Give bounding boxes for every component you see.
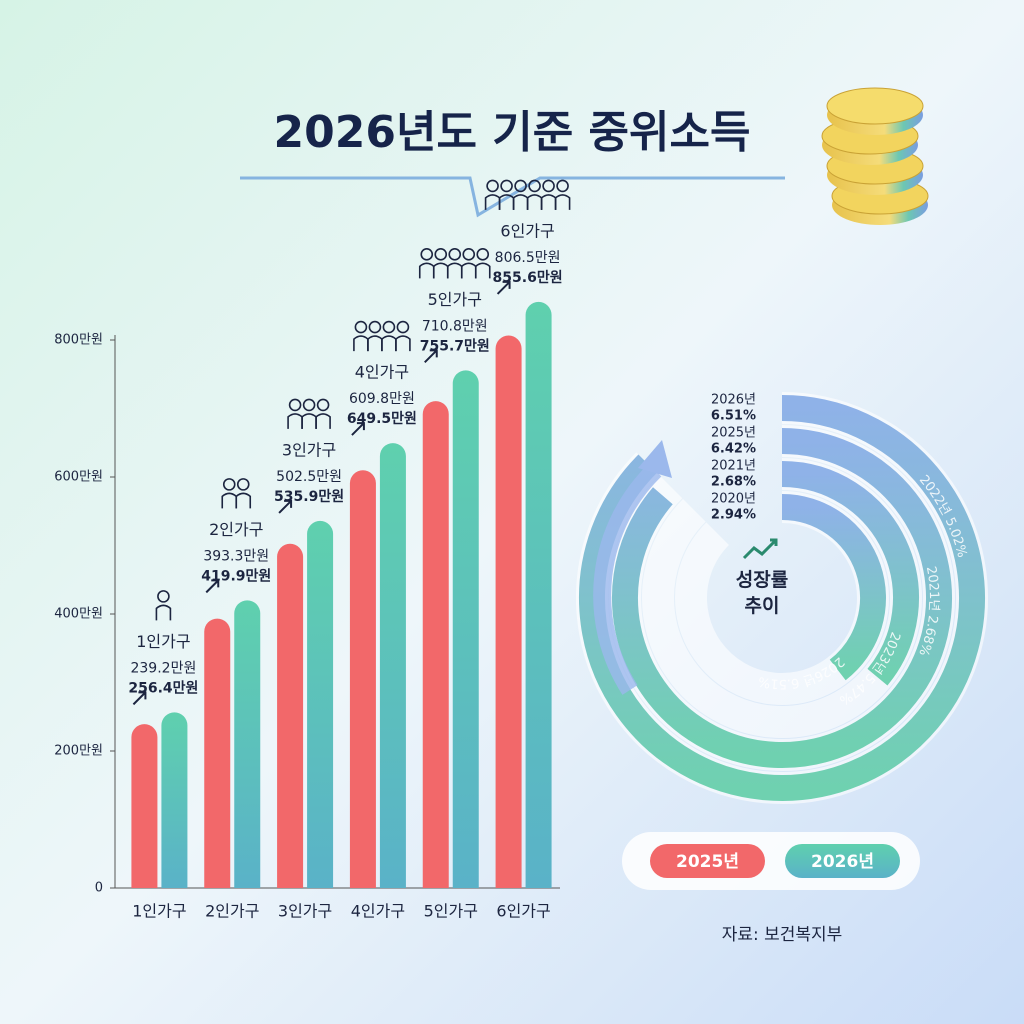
person-icon <box>395 335 411 352</box>
chart-title: 2026년도 기준 중위소득 <box>274 107 751 158</box>
trend-icon <box>742 538 778 560</box>
person-icon <box>222 478 236 491</box>
x-tick-label: 4인가구 <box>351 902 405 921</box>
coins <box>821 87 929 225</box>
person-icon <box>476 248 490 261</box>
person-icon <box>157 590 170 603</box>
ring-rate: 6.42% <box>711 442 756 457</box>
decor-arrow <box>593 463 662 695</box>
ring-rate: 2.94% <box>711 508 756 523</box>
arrow <box>132 691 147 706</box>
ring-rate: 6.51% <box>711 409 756 424</box>
value-label: 710.8만원 <box>422 318 488 334</box>
person-icon <box>434 248 448 261</box>
value-label: 535.9만원 <box>274 489 344 505</box>
value-label: 755.7만원 <box>420 338 490 354</box>
arrow <box>424 349 438 364</box>
person-icon <box>368 320 382 334</box>
person-icon <box>235 492 252 509</box>
ring-arc <box>579 395 985 801</box>
category-label: 1인가구 <box>136 632 190 651</box>
x-tick-label: 1인가구 <box>132 902 186 921</box>
person-icon <box>474 262 491 279</box>
value-label: 239.2만원 <box>130 660 196 676</box>
value-label: 855.6만원 <box>493 270 563 286</box>
x-tick-label: 6인가구 <box>496 902 550 921</box>
y-tick-label: 600만원 <box>54 470 103 485</box>
bar <box>379 443 406 888</box>
ring-arc <box>781 461 919 686</box>
category-label: 4인가구 <box>355 363 409 382</box>
person-icon <box>288 398 302 412</box>
legend-label: 2025년 <box>676 852 739 872</box>
person-icon <box>528 179 541 193</box>
person-icon <box>396 320 410 334</box>
arrow <box>496 280 511 295</box>
x-tick-label: 2인가구 <box>205 902 259 921</box>
bar <box>204 618 231 888</box>
source: 자료: 보건복지부 <box>722 925 843 945</box>
value-label: 393.3만원 <box>203 548 269 564</box>
x-tick-label: 3인가구 <box>278 902 332 921</box>
y-tick-label: 400만원 <box>54 607 103 622</box>
person-icon <box>236 478 250 491</box>
bar <box>307 520 334 888</box>
arrow <box>205 579 220 594</box>
category-label: 5인가구 <box>428 290 482 309</box>
person-icon <box>556 179 569 193</box>
category-label: 6인가구 <box>500 221 554 240</box>
person-icon <box>382 320 396 334</box>
bar <box>452 370 479 889</box>
legend-swatch <box>785 844 900 878</box>
arrow <box>351 422 365 436</box>
person-icon <box>302 398 316 412</box>
x-tick-label: 5인가구 <box>424 902 478 921</box>
value-label: 419.9만원 <box>201 568 271 584</box>
ring-year: 2021년 <box>711 459 756 474</box>
y-tick-label: 800만원 <box>54 333 103 348</box>
value-label: 609.8만원 <box>349 391 415 407</box>
decor-arrowhead <box>638 440 672 478</box>
bar <box>234 600 261 888</box>
ring-year: 2025년 <box>711 426 756 441</box>
person-icon <box>448 248 462 261</box>
legend-swatch <box>650 844 765 878</box>
bar <box>422 401 449 888</box>
bar <box>131 724 158 888</box>
arrow <box>278 499 293 514</box>
legend-label: 2026년 <box>811 852 874 872</box>
person-icon <box>462 248 476 261</box>
person-icon <box>155 604 172 621</box>
person-icon <box>354 320 368 334</box>
category-label: 3인가구 <box>282 440 336 459</box>
bar <box>161 712 188 888</box>
ring-year: 2020년 <box>711 492 756 507</box>
value-label: 806.5만원 <box>495 250 561 266</box>
value-label: 502.5만원 <box>276 469 342 485</box>
speech-line <box>240 176 785 218</box>
ring-year: 2026년 <box>711 393 756 408</box>
person-icon <box>315 413 331 429</box>
ring-arc <box>781 494 886 681</box>
value-label: 649.5만원 <box>347 411 417 427</box>
bar <box>495 335 522 888</box>
ring-arc <box>612 428 952 768</box>
person-icon <box>316 398 330 412</box>
person-icon <box>486 179 499 193</box>
ring-title: 성장률 추이 <box>736 569 788 617</box>
bar <box>277 543 304 888</box>
bar <box>525 301 552 888</box>
person-icon <box>500 179 513 193</box>
y-tick-label: 0 <box>95 881 103 896</box>
bar <box>349 470 376 888</box>
category-label: 2인가구 <box>209 520 263 539</box>
ring-rate: 2.68% <box>711 475 756 490</box>
person-icon <box>554 194 571 210</box>
person-icon <box>542 179 555 193</box>
y-tick-label: 200만원 <box>54 744 103 759</box>
person-icon <box>420 248 434 261</box>
value-label: 256.4만원 <box>128 680 198 696</box>
person-icon <box>514 179 527 193</box>
